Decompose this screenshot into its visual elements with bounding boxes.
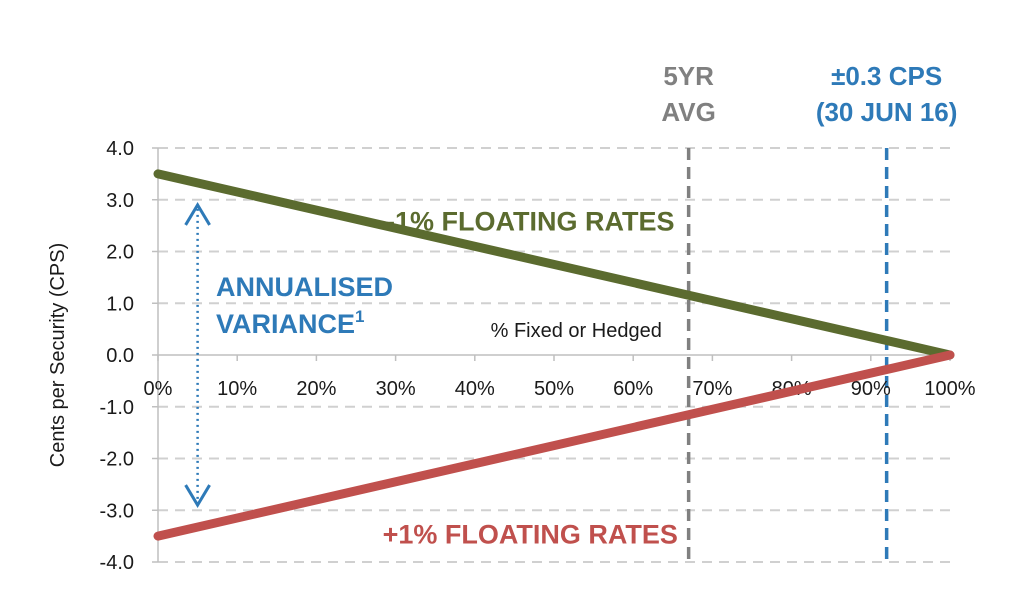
y-tick-label: 3.0 — [106, 190, 134, 212]
x-tick-label: 0% — [144, 378, 173, 400]
labels: 5YR AVG ±0.3 CPS (30 JUN 16) -1% FLOATING RA… — [383, 61, 958, 550]
x-tick-label: 90% — [851, 378, 891, 400]
reference-label-line2: AVG — [661, 97, 715, 127]
y-tick-label: 0.0 — [106, 345, 134, 367]
y-tick-label: -2.0 — [100, 449, 134, 471]
x-tick-label: 10% — [217, 378, 257, 400]
series-label-2: +1% FLOATING RATES — [383, 520, 678, 550]
series-label-1: -1% FLOATING RATES — [386, 206, 675, 236]
x-tick-label: 50% — [534, 378, 574, 400]
y-tick-label: -3.0 — [100, 500, 134, 522]
x-tick-label: 60% — [613, 378, 653, 400]
y-tick-label: -4.0 — [100, 552, 134, 574]
variance-label-line2: VARIANCE1 — [216, 307, 364, 339]
x-tick-label: 40% — [455, 378, 495, 400]
reference-label-line2: (30 JUN 16) — [816, 97, 958, 127]
y-tick-label: 2.0 — [106, 242, 134, 264]
reference-label-line1: 5YR — [663, 61, 714, 91]
x-tick-label: 30% — [376, 378, 416, 400]
annotations: ANNUALISED VARIANCE1 — [184, 202, 393, 508]
variance-arrow-head-up — [184, 202, 211, 226]
axes: 4.0 3.0 2.0 1.0 0.0 -1.0 -2.0 -3.0 -4.0 0% 10% 20% 3… — [47, 138, 976, 574]
gridlines — [158, 147, 950, 563]
y-tick-label: -1.0 — [100, 397, 134, 419]
series-line-1 — [153, 169, 955, 360]
reference-lines — [686, 148, 889, 562]
series-line-2 — [153, 350, 955, 541]
reference-label-line1: ±0.3 CPS — [831, 61, 942, 91]
y-axis-label: Cents per Security (CPS) — [47, 243, 69, 468]
x-tick-label: 20% — [296, 378, 336, 400]
x-tick-label: 70% — [692, 378, 732, 400]
series-lines — [153, 169, 955, 541]
variance-footnote-marker: 1 — [355, 307, 364, 326]
y-tick-label: 4.0 — [106, 138, 134, 160]
x-tick-label: 100% — [924, 378, 975, 400]
variance-arrow-head-down — [184, 484, 211, 508]
y-tick-label: 1.0 — [106, 293, 134, 315]
variance-label-line1: ANNUALISED — [216, 272, 393, 302]
x-axis-label: % Fixed or Hedged — [491, 320, 662, 342]
